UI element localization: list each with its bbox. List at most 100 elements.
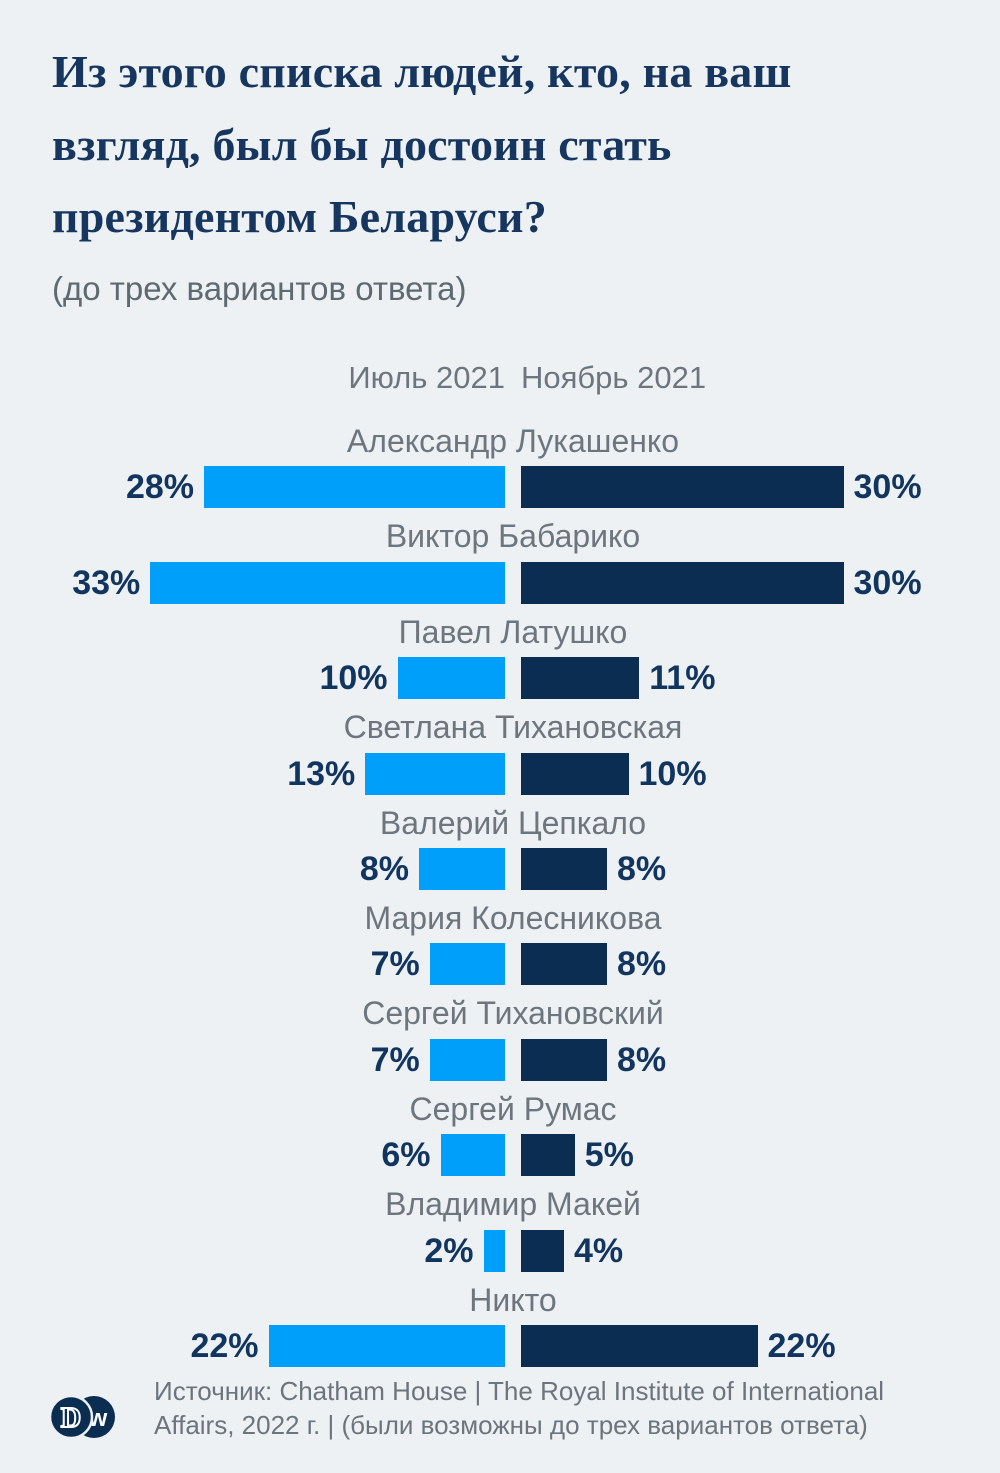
bar-pair: 6% 5%: [0, 1134, 1000, 1177]
value-label-july: 7%: [370, 945, 420, 984]
header: Из этого списка людей, кто, на ваш взгля…: [0, 0, 1000, 308]
left-bar-zone: 10%: [0, 657, 505, 700]
category-label: Виктор Бабарико: [385, 518, 641, 555]
right-bar-zone: 30%: [521, 466, 1000, 509]
left-bar-zone: 13%: [0, 752, 505, 795]
right-bar-zone: 22%: [521, 1324, 1000, 1367]
chart-rows: Александр Лукашенко 28% 30% Виктор Бабарико…: [0, 422, 1000, 1367]
chart-row: Виктор Бабарико 33% 30%: [0, 517, 1000, 604]
right-bar-zone: 8%: [521, 943, 1000, 986]
left-bar-zone: 8%: [0, 847, 505, 890]
bar-pair: 7% 8%: [0, 943, 1000, 986]
left-bar-zone: 2%: [0, 1229, 505, 1272]
category-label: Мария Колесникова: [364, 899, 662, 936]
left-bar-zone: 22%: [0, 1324, 505, 1367]
bar-pair: 22% 22%: [0, 1324, 1000, 1367]
legend-label-july-2021: Июль 2021: [348, 360, 505, 396]
bar-july-2021: [429, 1038, 505, 1081]
bar-november-2021: [521, 657, 640, 700]
category-label: Александр Лукашенко: [346, 423, 680, 460]
value-label-november: 30%: [853, 468, 922, 507]
bar-july-2021: [419, 847, 505, 890]
chart-row: Владимир Макей 2% 4%: [0, 1185, 1000, 1272]
legend-right-zone: Ноябрь 2021: [521, 360, 1000, 396]
bar-pair: 28% 30%: [0, 466, 1000, 509]
value-label-november: 4%: [574, 1231, 624, 1270]
category-label: Владимир Макей: [385, 1186, 641, 1223]
value-label-july: 22%: [190, 1326, 259, 1365]
value-label-november: 30%: [853, 563, 922, 602]
legend: Июль 2021 Ноябрь 2021: [0, 360, 1000, 396]
value-label-november: 8%: [617, 849, 667, 888]
value-label-july: 13%: [287, 754, 356, 793]
bar-pair: 8% 8%: [0, 847, 1000, 890]
chart-row: Мария Колесникова 7% 8%: [0, 899, 1000, 986]
svg-text:D: D: [61, 1403, 81, 1434]
bar-pair: 10% 11%: [0, 657, 1000, 700]
category-label: Сергей Тихановский: [362, 995, 664, 1032]
bar-july-2021: [204, 466, 505, 509]
bar-november-2021: [521, 1134, 575, 1177]
chart-row: Павел Латушко 10% 11%: [0, 613, 1000, 700]
value-label-july: 33%: [72, 563, 141, 602]
value-label-july: 8%: [359, 849, 409, 888]
right-bar-zone: 8%: [521, 1038, 1000, 1081]
value-label-november: 22%: [767, 1326, 836, 1365]
bar-november-2021: [521, 752, 629, 795]
value-label-november: 5%: [584, 1136, 634, 1175]
category-label: Никто: [469, 1281, 557, 1318]
source-text: Источник: Chatham House | The Royal Inst…: [154, 1376, 885, 1441]
dw-logo: w D: [48, 1395, 115, 1440]
value-label-november: 8%: [617, 1040, 667, 1079]
bar-july-2021: [397, 657, 505, 700]
legend-left-zone: Июль 2021: [0, 360, 505, 396]
bar-november-2021: [521, 1038, 607, 1081]
chart-row: Светлана Тихановская 13% 10%: [0, 708, 1000, 795]
right-bar-zone: 4%: [521, 1229, 1000, 1272]
footer: w D Источник: Chatham House | The Royal …: [0, 1375, 1000, 1443]
chart-title: Из этого списка людей, кто, на ваш взгля…: [52, 46, 792, 243]
value-label-november: 8%: [617, 945, 667, 984]
legend-label-november-2021: Ноябрь 2021: [521, 360, 707, 396]
value-label-july: 10%: [319, 659, 388, 698]
chart-row: Александр Лукашенко 28% 30%: [0, 422, 1000, 509]
bar-november-2021: [521, 943, 607, 986]
chart-row: Сергей Румас 6% 5%: [0, 1090, 1000, 1177]
left-bar-zone: 7%: [0, 1038, 505, 1081]
left-bar-zone: 28%: [0, 466, 505, 509]
value-label-july: 7%: [370, 1040, 420, 1079]
chart-row: Валерий Цепкало 8% 8%: [0, 804, 1000, 890]
category-label: Светлана Тихановская: [343, 709, 683, 746]
right-bar-zone: 8%: [521, 847, 1000, 890]
bar-november-2021: [521, 847, 607, 890]
chart-subtitle: (до трех вариантов ответа): [52, 270, 467, 308]
bar-july-2021: [429, 943, 505, 986]
bar-november-2021: [521, 561, 844, 604]
bar-pair: 7% 8%: [0, 1038, 1000, 1081]
left-bar-zone: 7%: [0, 943, 505, 986]
left-bar-zone: 33%: [0, 561, 505, 604]
bar-pair: 13% 10%: [0, 752, 1000, 795]
bar-july-2021: [483, 1229, 505, 1272]
category-label: Павел Латушко: [398, 613, 628, 650]
right-bar-zone: 11%: [521, 657, 1000, 700]
bar-november-2021: [521, 1229, 564, 1272]
bar-july-2021: [150, 561, 505, 604]
chart-row: Сергей Тихановский 7% 8%: [0, 994, 1000, 1081]
category-label: Валерий Цепкало: [379, 804, 647, 841]
bar-november-2021: [521, 1324, 758, 1367]
right-bar-zone: 5%: [521, 1134, 1000, 1177]
right-bar-zone: 30%: [521, 561, 1000, 604]
bar-july-2021: [268, 1324, 505, 1367]
bar-november-2021: [521, 466, 844, 509]
value-label-july: 28%: [125, 468, 194, 507]
value-label-november: 11%: [649, 659, 716, 698]
bar-pair: 33% 30%: [0, 561, 1000, 604]
category-label: Сергей Румас: [409, 1090, 617, 1127]
value-label-november: 10%: [638, 754, 707, 793]
left-bar-zone: 6%: [0, 1134, 505, 1177]
bar-pair: 2% 4%: [0, 1229, 1000, 1272]
svg-text:w: w: [88, 1405, 108, 1432]
chart-row: Никто 22% 22%: [0, 1281, 1000, 1367]
